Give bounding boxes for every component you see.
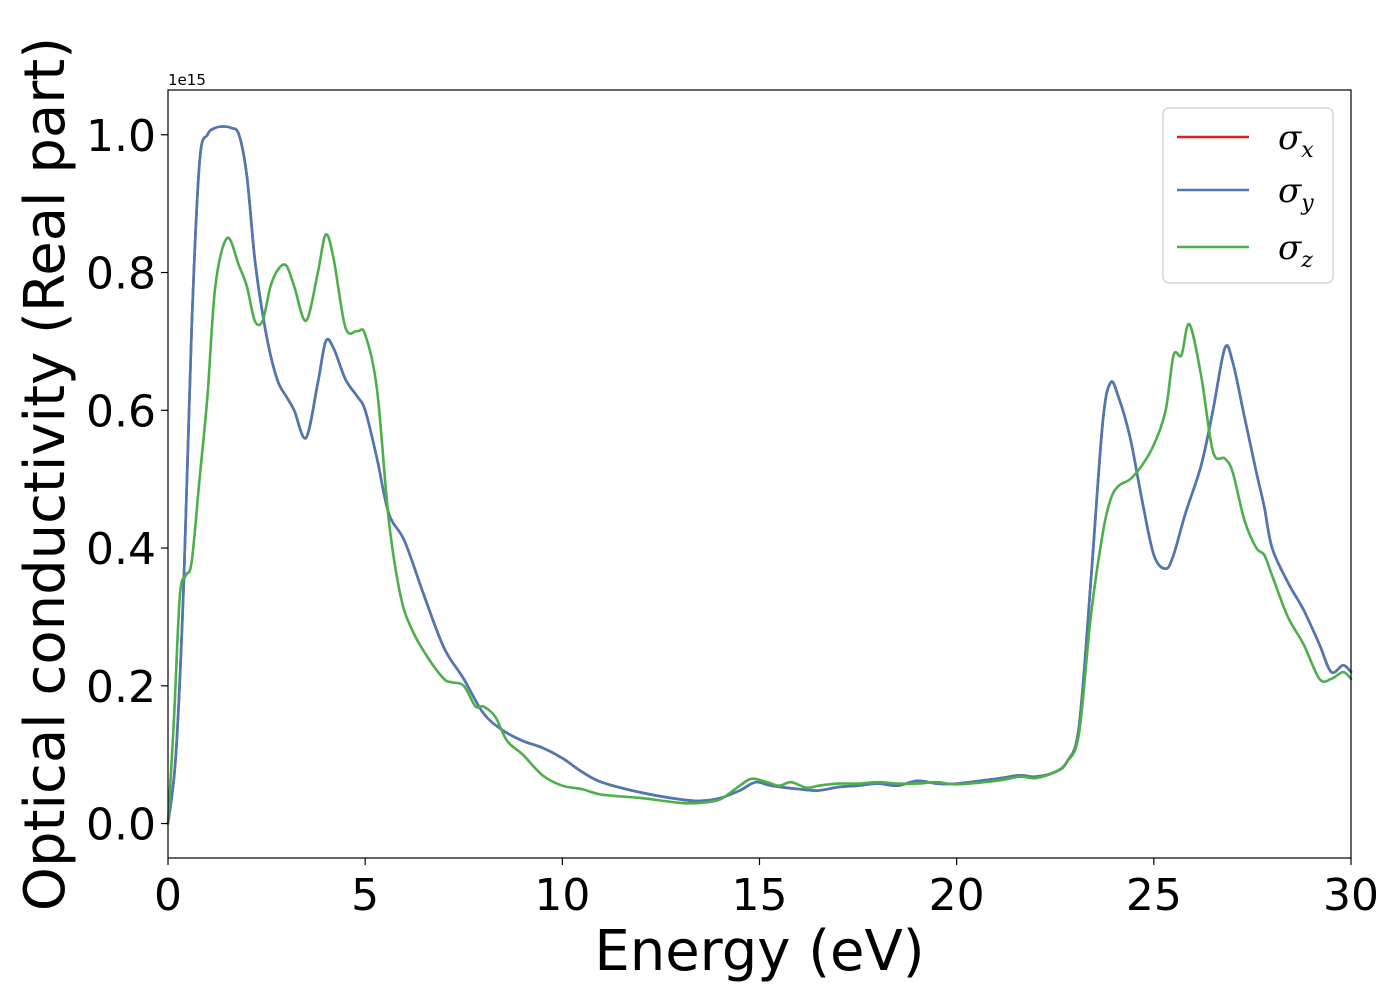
y-tick-label: 1.0 [86,111,156,162]
x-tick-label: 20 [929,870,985,921]
x-tick-label: 10 [534,870,590,921]
series-line-z [166,233,1353,825]
y-tick-label: 0.2 [86,662,156,713]
y-axis-title: Optical conductivity (Real part) [13,37,78,911]
x-axis-ticks: 0 5 10 15 20 25 30 [154,858,1379,921]
x-tick-label: 5 [351,870,379,921]
legend-label-z: σz [1278,228,1313,273]
legend-box [1162,107,1334,284]
x-axis-title: Energy (eV) [594,919,924,984]
legend-label-x: σx [1278,118,1314,163]
y-tick-label: 0.8 [86,249,156,300]
series-layer [166,125,1353,825]
legend-label-y: σy [1278,171,1314,216]
x-tick-label: 30 [1323,870,1379,921]
y-tick-label: 0.4 [86,524,156,575]
y-tick-label: 0.6 [86,386,156,437]
x-tick-label: 15 [732,870,788,921]
y-offset-text: 1e15 [168,71,206,89]
legend: σx σy σz [1162,107,1334,284]
plot-area [166,125,1353,825]
y-tick-label: 0.0 [86,800,156,851]
y-axis-ticks: 0.0 0.2 0.4 0.6 0.8 1.0 [86,111,168,851]
x-tick-label: 25 [1126,870,1182,921]
x-tick-label: 0 [154,870,182,921]
